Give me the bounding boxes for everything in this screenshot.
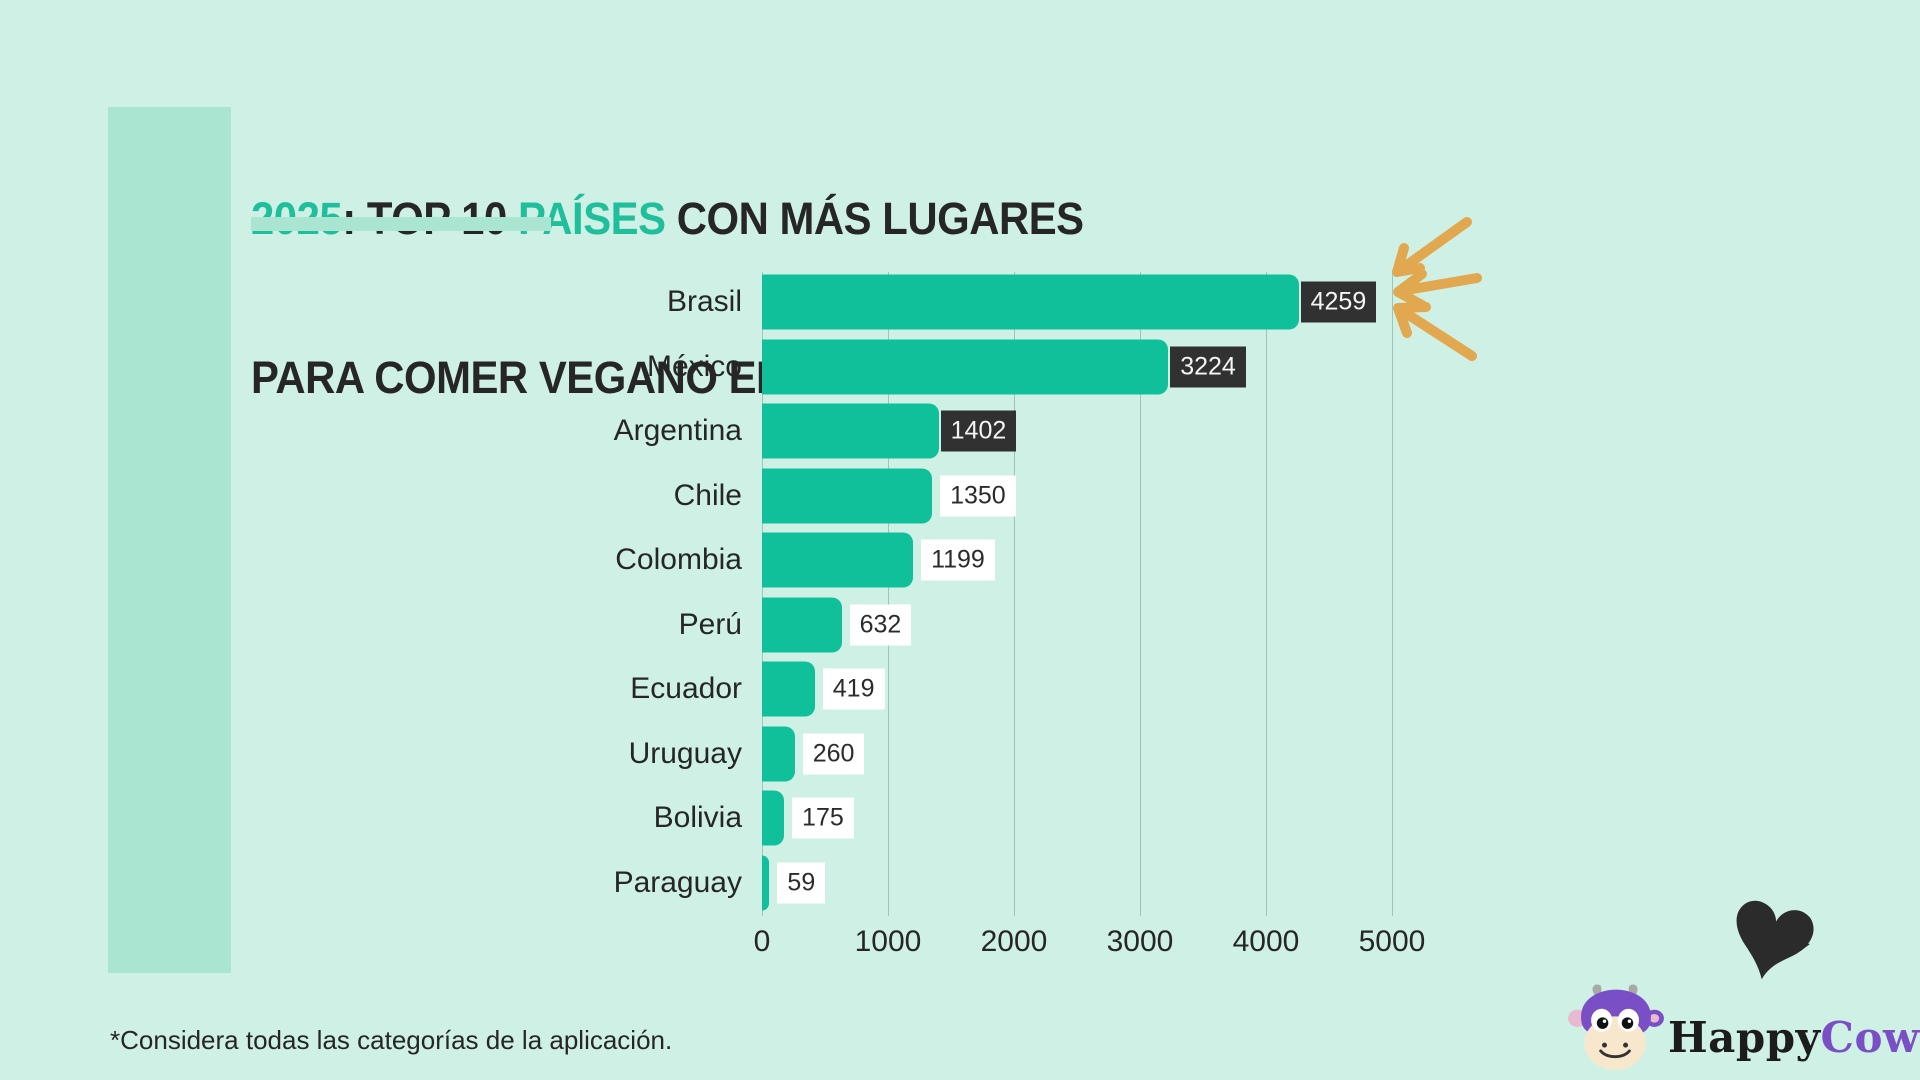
bar-area: 1199 (762, 528, 1392, 593)
gridline (1392, 272, 1393, 916)
value-label: 260 (802, 733, 865, 775)
chart-row: Ecuador 419 (420, 657, 1430, 722)
x-tick-label: 3000 (1106, 925, 1174, 958)
bar (762, 661, 815, 717)
x-tick-label: 2000 (980, 925, 1048, 958)
wordmark-happy: Happy (1668, 1012, 1821, 1062)
category-label: Chile (673, 478, 742, 512)
x-tick-label: 1000 (854, 925, 922, 958)
value-label: 1199 (921, 539, 995, 581)
bar (762, 403, 939, 459)
bar-chart: Brasil 4259 México 3224 Argentina 1402 C… (420, 270, 1430, 980)
value-label: 1350 (940, 475, 1016, 517)
bar-area: 3224 (762, 335, 1392, 400)
wordmark-cow: Cow (1820, 1012, 1920, 1062)
gridline (888, 272, 889, 916)
bar (762, 597, 842, 653)
chart-row: Argentina 1402 (420, 399, 1430, 464)
category-label: Bolivia (653, 801, 742, 835)
bar-area: 1350 (762, 464, 1392, 529)
chart-row: Brasil 4259 (420, 270, 1430, 335)
bar-area: 632 (762, 593, 1392, 658)
left-accent-block (108, 107, 231, 973)
value-label: 4259 (1300, 281, 1377, 323)
category-label: México (646, 349, 742, 383)
bar (762, 855, 770, 911)
chart-row: Uruguay 260 (420, 722, 1430, 787)
value-label: 3224 (1170, 346, 1246, 388)
category-label: Perú (678, 607, 742, 641)
chart-row: Chile 1350 (420, 464, 1430, 529)
bar (762, 532, 914, 588)
x-axis: 0 1000 2000 3000 4000 5000 (754, 925, 1426, 967)
bar-area: 175 (762, 786, 1392, 851)
footnote: *Considera todas las categorías de la ap… (110, 1025, 673, 1055)
heart-brush-icon (1736, 900, 1814, 980)
chart-row: Bolivia 175 (420, 786, 1430, 851)
chart-gridlines (762, 272, 1393, 916)
bar (762, 726, 795, 782)
happycow-cow-icon (1568, 984, 1664, 1071)
bar (762, 274, 1299, 330)
category-label: Ecuador (630, 672, 742, 706)
category-label: Uruguay (628, 736, 742, 770)
bar-area: 260 (762, 722, 1392, 787)
emphasis-arrows-icon (1392, 217, 1482, 361)
value-label: 632 (849, 604, 912, 646)
category-label: Colombia (615, 543, 742, 577)
gridline (762, 272, 763, 916)
happycow-wordmark: HappyCow (1668, 991, 1920, 1062)
gridline (1140, 272, 1141, 916)
bar (762, 339, 1169, 395)
chart-row: México 3224 (420, 335, 1430, 400)
x-tick-label: 5000 (1358, 925, 1426, 958)
value-label: 59 (777, 862, 826, 904)
category-label: Paraguay (613, 865, 742, 899)
bar-area: 4259 (762, 270, 1392, 335)
value-label: 175 (792, 797, 854, 839)
title-underline (251, 217, 551, 231)
chart-row: Colombia 1199 (420, 528, 1430, 593)
bar-area: 419 (762, 657, 1392, 722)
gridline (1266, 272, 1267, 916)
x-tick-label: 0 (753, 925, 771, 958)
bar-area: 1402 (762, 399, 1392, 464)
gridline (1014, 272, 1015, 916)
title-end: CON MÁS LUGARES (665, 193, 1084, 244)
chart-rows: Brasil 4259 México 3224 Argentina 1402 C… (420, 270, 1430, 915)
x-tick-label: 4000 (1232, 925, 1300, 958)
value-label: 1402 (940, 410, 1017, 452)
chart-row: Perú 632 (420, 593, 1430, 658)
chart-row: Paraguay 59 (420, 851, 1430, 916)
category-label: Brasil (666, 285, 742, 319)
value-label: 419 (822, 668, 885, 710)
bar (762, 468, 933, 524)
happycow-logo: HappyCow (1568, 980, 1920, 1072)
bar-area: 59 (762, 851, 1392, 916)
bar (762, 790, 785, 846)
category-label: Argentina (613, 414, 742, 448)
